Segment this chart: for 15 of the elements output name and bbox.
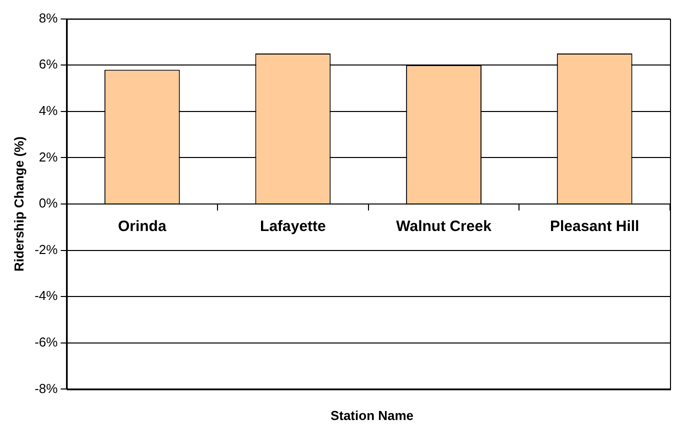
- x-tick-label: Pleasant Hill: [550, 218, 640, 236]
- y-tick-label: -4%: [34, 288, 58, 304]
- y-tick-label: -6%: [34, 334, 58, 350]
- y-axis-title: Ridership Change (%): [11, 136, 26, 272]
- y-tick-label: 2%: [38, 149, 58, 164]
- x-tick-label: Lafayette: [260, 218, 326, 236]
- x-tick-label: Orinda: [118, 218, 167, 236]
- y-tick-label: -2%: [34, 242, 58, 257]
- y-tick-label: 4%: [38, 102, 58, 118]
- y-tick-label: 8%: [38, 10, 58, 26]
- x-tick-label: Walnut Creek: [396, 218, 492, 236]
- y-tick-label: -8%: [34, 380, 58, 396]
- x-axis-title: Station Name: [329, 408, 415, 423]
- y-tick-label: 0%: [38, 196, 58, 211]
- y-tick-label: 6%: [38, 56, 58, 72]
